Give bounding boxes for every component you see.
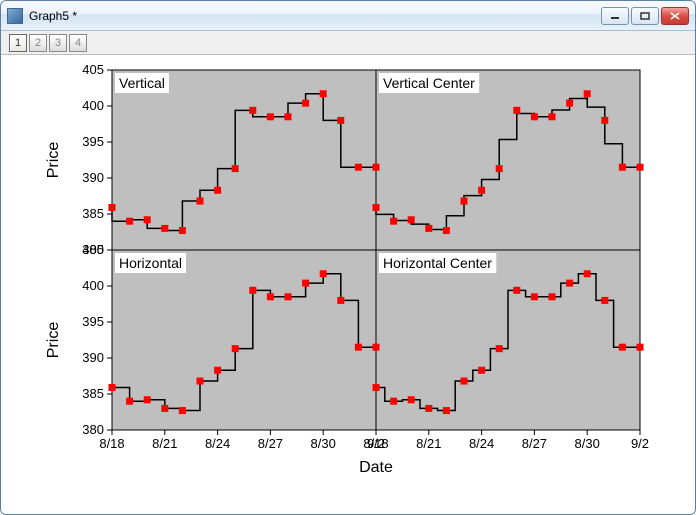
svg-text:8/30: 8/30 xyxy=(311,436,336,451)
svg-text:385: 385 xyxy=(82,386,104,401)
minimize-button[interactable] xyxy=(601,7,629,25)
svg-text:8/24: 8/24 xyxy=(469,436,494,451)
svg-text:8/27: 8/27 xyxy=(258,436,283,451)
app-icon xyxy=(7,8,23,24)
close-icon xyxy=(670,12,680,20)
tab-strip: 1234 xyxy=(1,31,695,55)
svg-text:8/27: 8/27 xyxy=(522,436,547,451)
svg-text:Vertical: Vertical xyxy=(119,75,165,91)
svg-text:395: 395 xyxy=(82,134,104,149)
svg-text:395: 395 xyxy=(82,314,104,329)
svg-text:400: 400 xyxy=(82,98,104,113)
maximize-icon xyxy=(640,12,650,20)
svg-text:390: 390 xyxy=(82,170,104,185)
chart-area: 380385390395400405Price38038539039540040… xyxy=(1,55,695,514)
svg-text:385: 385 xyxy=(82,206,104,221)
svg-text:8/21: 8/21 xyxy=(152,436,177,451)
svg-text:Horizontal: Horizontal xyxy=(119,255,182,271)
svg-text:8/21: 8/21 xyxy=(416,436,441,451)
svg-text:8/24: 8/24 xyxy=(205,436,230,451)
step-chart-grid: 380385390395400405Price38038539039540040… xyxy=(28,55,668,505)
maximize-button[interactable] xyxy=(631,7,659,25)
svg-text:400: 400 xyxy=(82,278,104,293)
svg-text:Vertical Center: Vertical Center xyxy=(383,75,475,91)
svg-text:405: 405 xyxy=(82,242,104,257)
svg-text:380: 380 xyxy=(82,422,104,437)
svg-text:8/30: 8/30 xyxy=(575,436,600,451)
svg-text:Price: Price xyxy=(45,322,62,359)
window-title: Graph5 * xyxy=(29,9,601,23)
svg-text:9/2: 9/2 xyxy=(631,436,649,451)
svg-text:Date: Date xyxy=(359,459,393,476)
tab-2[interactable]: 2 xyxy=(29,34,47,52)
tab-3[interactable]: 3 xyxy=(49,34,67,52)
svg-text:8/18: 8/18 xyxy=(363,436,388,451)
title-bar: Graph5 * xyxy=(1,1,695,31)
svg-text:Horizontal Center: Horizontal Center xyxy=(383,255,492,271)
svg-text:390: 390 xyxy=(82,350,104,365)
tab-1[interactable]: 1 xyxy=(9,34,27,52)
svg-text:405: 405 xyxy=(82,62,104,77)
window-frame: Graph5 * 1234 380385390395400405Price380… xyxy=(0,0,696,515)
close-button[interactable] xyxy=(661,7,689,25)
window-buttons xyxy=(601,7,689,25)
tab-4[interactable]: 4 xyxy=(69,34,87,52)
svg-text:8/18: 8/18 xyxy=(99,436,124,451)
svg-text:Price: Price xyxy=(45,142,62,179)
minimize-icon xyxy=(610,12,620,20)
